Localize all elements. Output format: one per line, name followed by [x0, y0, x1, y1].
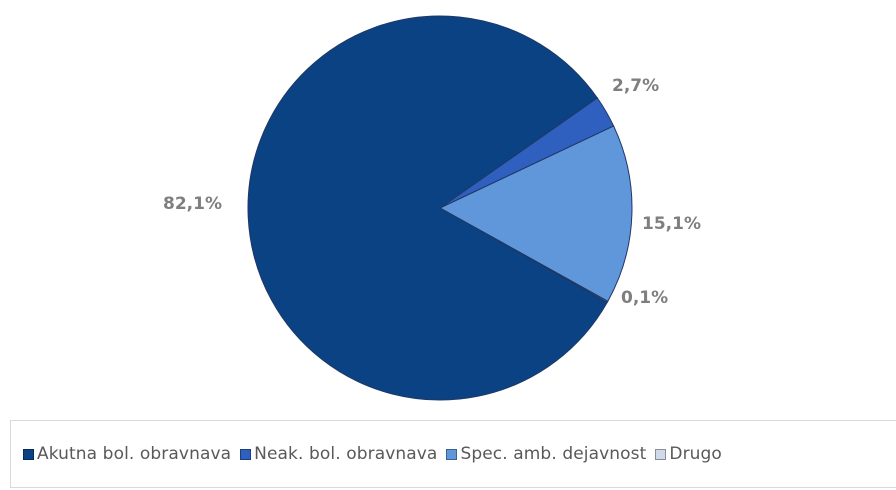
legend-item-drugo: Drugo [655, 444, 722, 464]
legend-item-akutna: Akutna bol. obravnava [23, 444, 231, 464]
legend-label: Akutna bol. obravnava [37, 444, 232, 464]
legend-item-neak: Neak. bol. obravnava [240, 444, 437, 464]
legend-swatch [655, 448, 667, 460]
legend: Akutna bol. obravnava Neak. bol. obravna… [10, 420, 896, 488]
legend-label: Neak. bol. obravnava [254, 444, 438, 464]
legend-label: Spec. amb. dejavnost [460, 444, 647, 464]
legend-swatch [240, 448, 252, 460]
data-label-2: 2,7% [612, 76, 659, 96]
pie-chart: 82,1% 2,7% 15,1% 0,1% [163, 15, 701, 401]
data-labels: 82,1% 2,7% 15,1% 0,1% [163, 76, 701, 308]
pie-slices [247, 15, 633, 401]
legend-label: Drugo [669, 444, 722, 464]
data-label-4: 0,1% [621, 288, 668, 308]
legend-swatch [446, 448, 458, 460]
legend-item-spec: Spec. amb. dejavnost [446, 444, 646, 464]
data-label-1: 82,1% [163, 194, 222, 214]
data-label-3: 15,1% [642, 214, 701, 234]
pie-slice-1 [247, 15, 608, 401]
pie-slice-3 [438, 125, 633, 303]
legend-swatch [23, 448, 34, 460]
